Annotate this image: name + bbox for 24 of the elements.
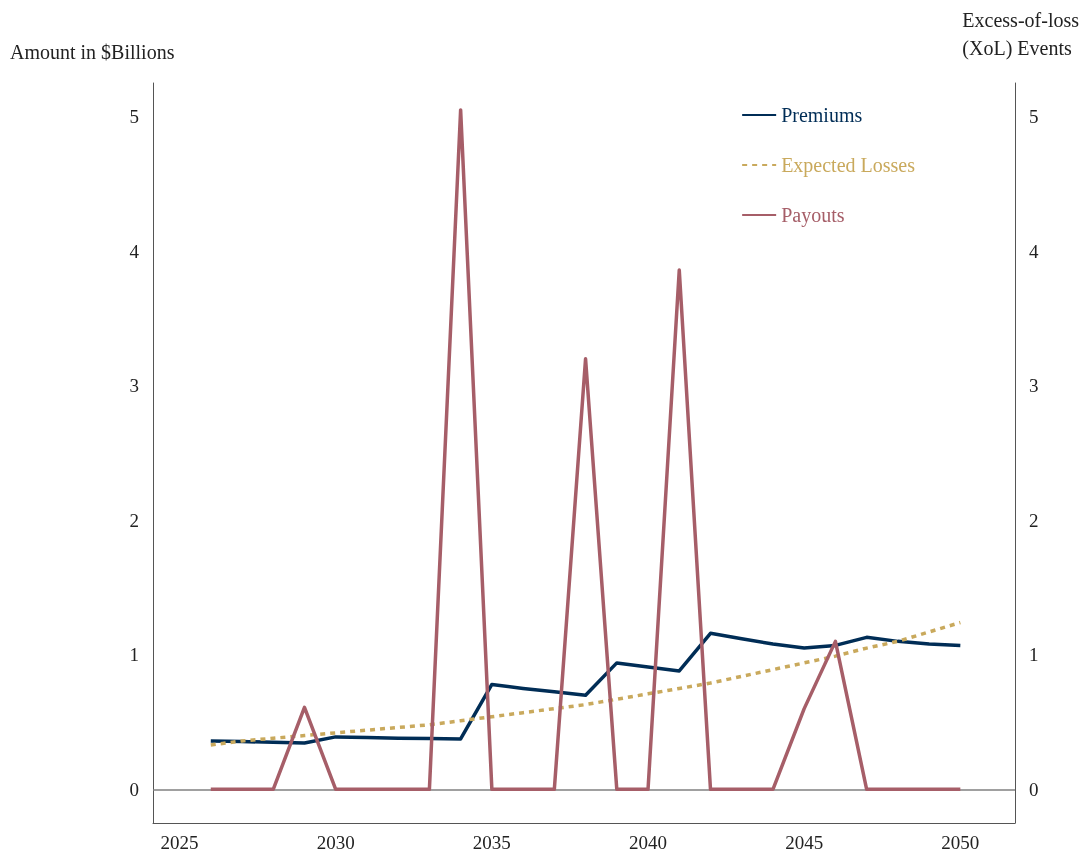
y-axis-title: Amount in $Billions [10, 41, 175, 63]
x-tick-label: 2030 [316, 832, 355, 853]
y-tick-label: 5 [129, 106, 139, 128]
legend-label: Premiums [781, 104, 863, 126]
y2-tick-label: 0 [1029, 778, 1039, 800]
line-series [209, 108, 963, 792]
y-tick-label: 3 [129, 375, 139, 397]
x-tick-label: 2050 [941, 832, 980, 853]
y2-tick-label: 2 [1029, 509, 1039, 531]
y2-tick-label: 1 [1029, 644, 1039, 666]
y-tick-label: 1 [129, 644, 139, 666]
y2-tick-label: 3 [1029, 375, 1039, 397]
y-tick-label: 4 [129, 240, 140, 262]
y2-axis-title: Excess-of-loss (XoL) Events [962, 9, 1080, 60]
y2-tick-label: 4 [1029, 240, 1039, 262]
y2-tick-label: 5 [1029, 106, 1039, 128]
x-tick-label: 2025 [160, 832, 199, 853]
x-tick-label: 2040 [629, 832, 668, 853]
legend-label: Expected Losses [781, 154, 916, 177]
y-tick-label: 0 [129, 778, 139, 800]
y-tick-label: 2 [129, 509, 139, 531]
x-tick-label: 2045 [785, 832, 824, 853]
x-tick-label: 2035 [472, 832, 511, 853]
legend-label: Payouts [781, 204, 845, 227]
